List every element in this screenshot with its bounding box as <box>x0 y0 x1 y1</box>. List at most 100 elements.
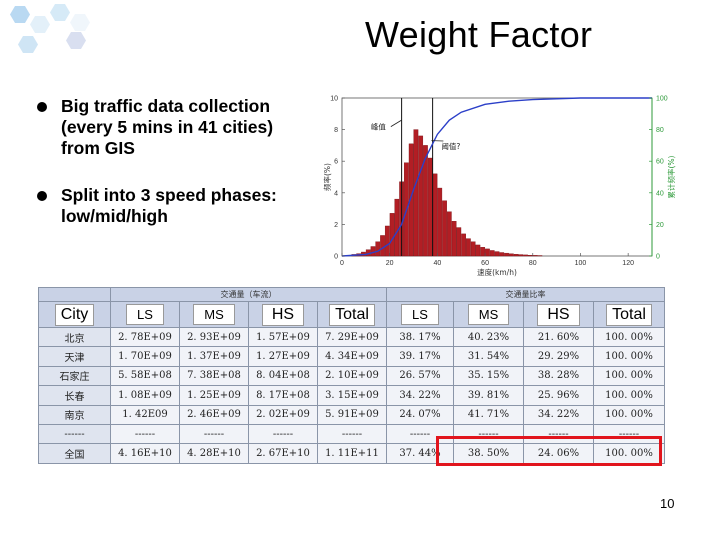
table-cell: 1. 37E+09 <box>179 346 249 367</box>
table-row: 石家庄 5. 58E+08 7. 38E+08 8. 04E+08 2. 10E+09 2… <box>38 365 665 387</box>
column-header: HS <box>248 301 318 328</box>
table-row: 长春 1. 08E+09 1. 25E+09 8. 17E+08 3. 15E+09 34… <box>38 385 665 406</box>
table-cell: 41. 71% <box>453 404 524 425</box>
table-cell: ------ <box>248 423 318 445</box>
histogram-bar <box>389 213 395 257</box>
city-cell: ------ <box>38 423 111 445</box>
histogram-bar <box>413 129 419 257</box>
table-cell: 26. 57% <box>386 365 454 387</box>
table-row: 北京 2. 78E+09 2. 93E+09 1. 57E+09 7. 29E+09 38… <box>38 326 665 348</box>
x-tick-label: 120 <box>622 260 634 267</box>
table-cell: 2. 93E+09 <box>179 326 249 348</box>
histogram-bar <box>418 135 424 257</box>
table-cell: 2. 10E+09 <box>317 365 387 387</box>
table-cell: 100. 00% <box>593 385 665 406</box>
city-cell: 长春 <box>38 385 111 406</box>
table-body: 北京 2. 78E+09 2. 93E+09 1. 57E+09 7. 29E+09 38… <box>38 326 665 464</box>
bullet-line: from GIS <box>61 138 135 158</box>
table-cell: 35. 15% <box>453 365 524 387</box>
histogram-bar <box>451 221 457 257</box>
histogram-bar <box>370 246 376 257</box>
x-tick-label: 100 <box>575 260 587 267</box>
table-row: ------ ------ ------ ------ ------ ------ ----… <box>38 423 665 445</box>
column-header-label: HS <box>261 303 305 326</box>
y-left-tick-label: 6 <box>334 159 338 166</box>
y-left-tick-label: 0 <box>334 254 338 261</box>
y-left-tick-label: 4 <box>334 190 338 197</box>
table-cell: 4. 16E+10 <box>110 443 180 464</box>
histogram-bar <box>442 200 447 257</box>
histogram-bar <box>380 235 385 257</box>
table-cell: ------ <box>523 423 594 445</box>
table-cell: 100. 00% <box>593 326 665 348</box>
city-cell: 北京 <box>38 326 111 348</box>
histogram-bar <box>466 238 471 257</box>
hexagon-shape <box>50 4 70 21</box>
speed-distribution-chart: 0 20 40 60 80 100 120 0 2 4 6 8 10 0 20 40 60 80 100 速度(km/… <box>290 92 690 282</box>
histogram-bar <box>499 252 505 257</box>
bullet-dot-icon <box>37 102 47 112</box>
histogram-bar <box>432 173 438 257</box>
decorative-hexagons <box>0 0 110 60</box>
table-cell: 4. 34E+09 <box>317 346 387 367</box>
hexagon-shape <box>18 36 38 53</box>
column-header-label: Total <box>606 303 652 326</box>
table-cell: 5. 91E+09 <box>317 404 387 425</box>
page-number: 10 <box>660 496 675 511</box>
histogram-bar <box>408 143 414 257</box>
table-cell: 1. 57E+09 <box>248 326 318 348</box>
histogram-bar <box>532 255 538 257</box>
bullet-dot-icon <box>37 191 47 201</box>
chart-annotation: 峰值 <box>371 122 386 132</box>
table-cell: 8. 04E+08 <box>248 365 318 387</box>
y-right-tick-label: 60 <box>656 159 664 166</box>
column-header: Total <box>593 301 665 328</box>
bullet-line: Big traffic data collection <box>61 96 271 116</box>
table-cell: 29. 29% <box>523 346 594 367</box>
table-cell: ------ <box>110 423 180 445</box>
histogram-bar <box>518 254 524 257</box>
annotation-arrow <box>390 119 402 127</box>
y-left-tick-label: 10 <box>330 96 338 103</box>
histogram-bar <box>485 248 490 257</box>
chart-annotation: 阈值? <box>441 141 460 151</box>
table-cell: ------ <box>593 423 665 445</box>
table-cell: 2. 02E+09 <box>248 404 318 425</box>
table-cell: 2. 46E+09 <box>179 404 249 425</box>
table-cell: 24. 06% <box>523 443 594 464</box>
x-tick-label: 60 <box>481 260 489 267</box>
table-cell: 38. 17% <box>386 326 454 348</box>
x-tick-label: 80 <box>529 260 537 267</box>
table-row: 南京 1. 42E09 2. 46E+09 2. 02E+09 5. 91E+09 24.… <box>38 404 665 425</box>
table-cell: 24. 07% <box>386 404 454 425</box>
table-cell: 5. 58E+08 <box>110 365 180 387</box>
histogram-bar <box>513 254 519 257</box>
table-cell: ------ <box>317 423 387 445</box>
histogram-bar <box>528 255 533 257</box>
column-header-label: LS <box>126 304 164 325</box>
table-cell: 1. 27E+09 <box>248 346 318 367</box>
cumulative-line <box>341 97 652 257</box>
table-cell: 2. 78E+09 <box>110 326 180 348</box>
table-cell: ------ <box>386 423 454 445</box>
column-header-label: City <box>54 303 95 326</box>
table-cell: 7. 29E+09 <box>317 326 387 348</box>
column-header: LS <box>386 301 454 328</box>
group-header-empty <box>38 287 111 302</box>
table-cell: 100. 00% <box>593 404 665 425</box>
city-cell: 南京 <box>38 404 111 425</box>
bullet-list: Big traffic data collection (every 5 min… <box>34 96 314 253</box>
table-cell: 7. 38E+08 <box>179 365 249 387</box>
histogram-bar <box>423 145 428 257</box>
slide-title: Weight Factor <box>365 14 593 55</box>
table-cell: 4. 28E+10 <box>179 443 249 464</box>
bullet-line: Split into 3 speed phases: <box>61 185 277 205</box>
histogram-bar <box>494 251 500 257</box>
histogram-bar <box>475 244 481 257</box>
histogram-bar <box>427 157 433 257</box>
bullet-item: Split into 3 speed phases: low/mid/high <box>34 185 314 227</box>
table-cell: 1. 42E09 <box>110 404 180 425</box>
hexagon-shape <box>10 6 30 23</box>
histogram-bar <box>461 233 466 257</box>
hexagon-shape <box>66 32 86 49</box>
